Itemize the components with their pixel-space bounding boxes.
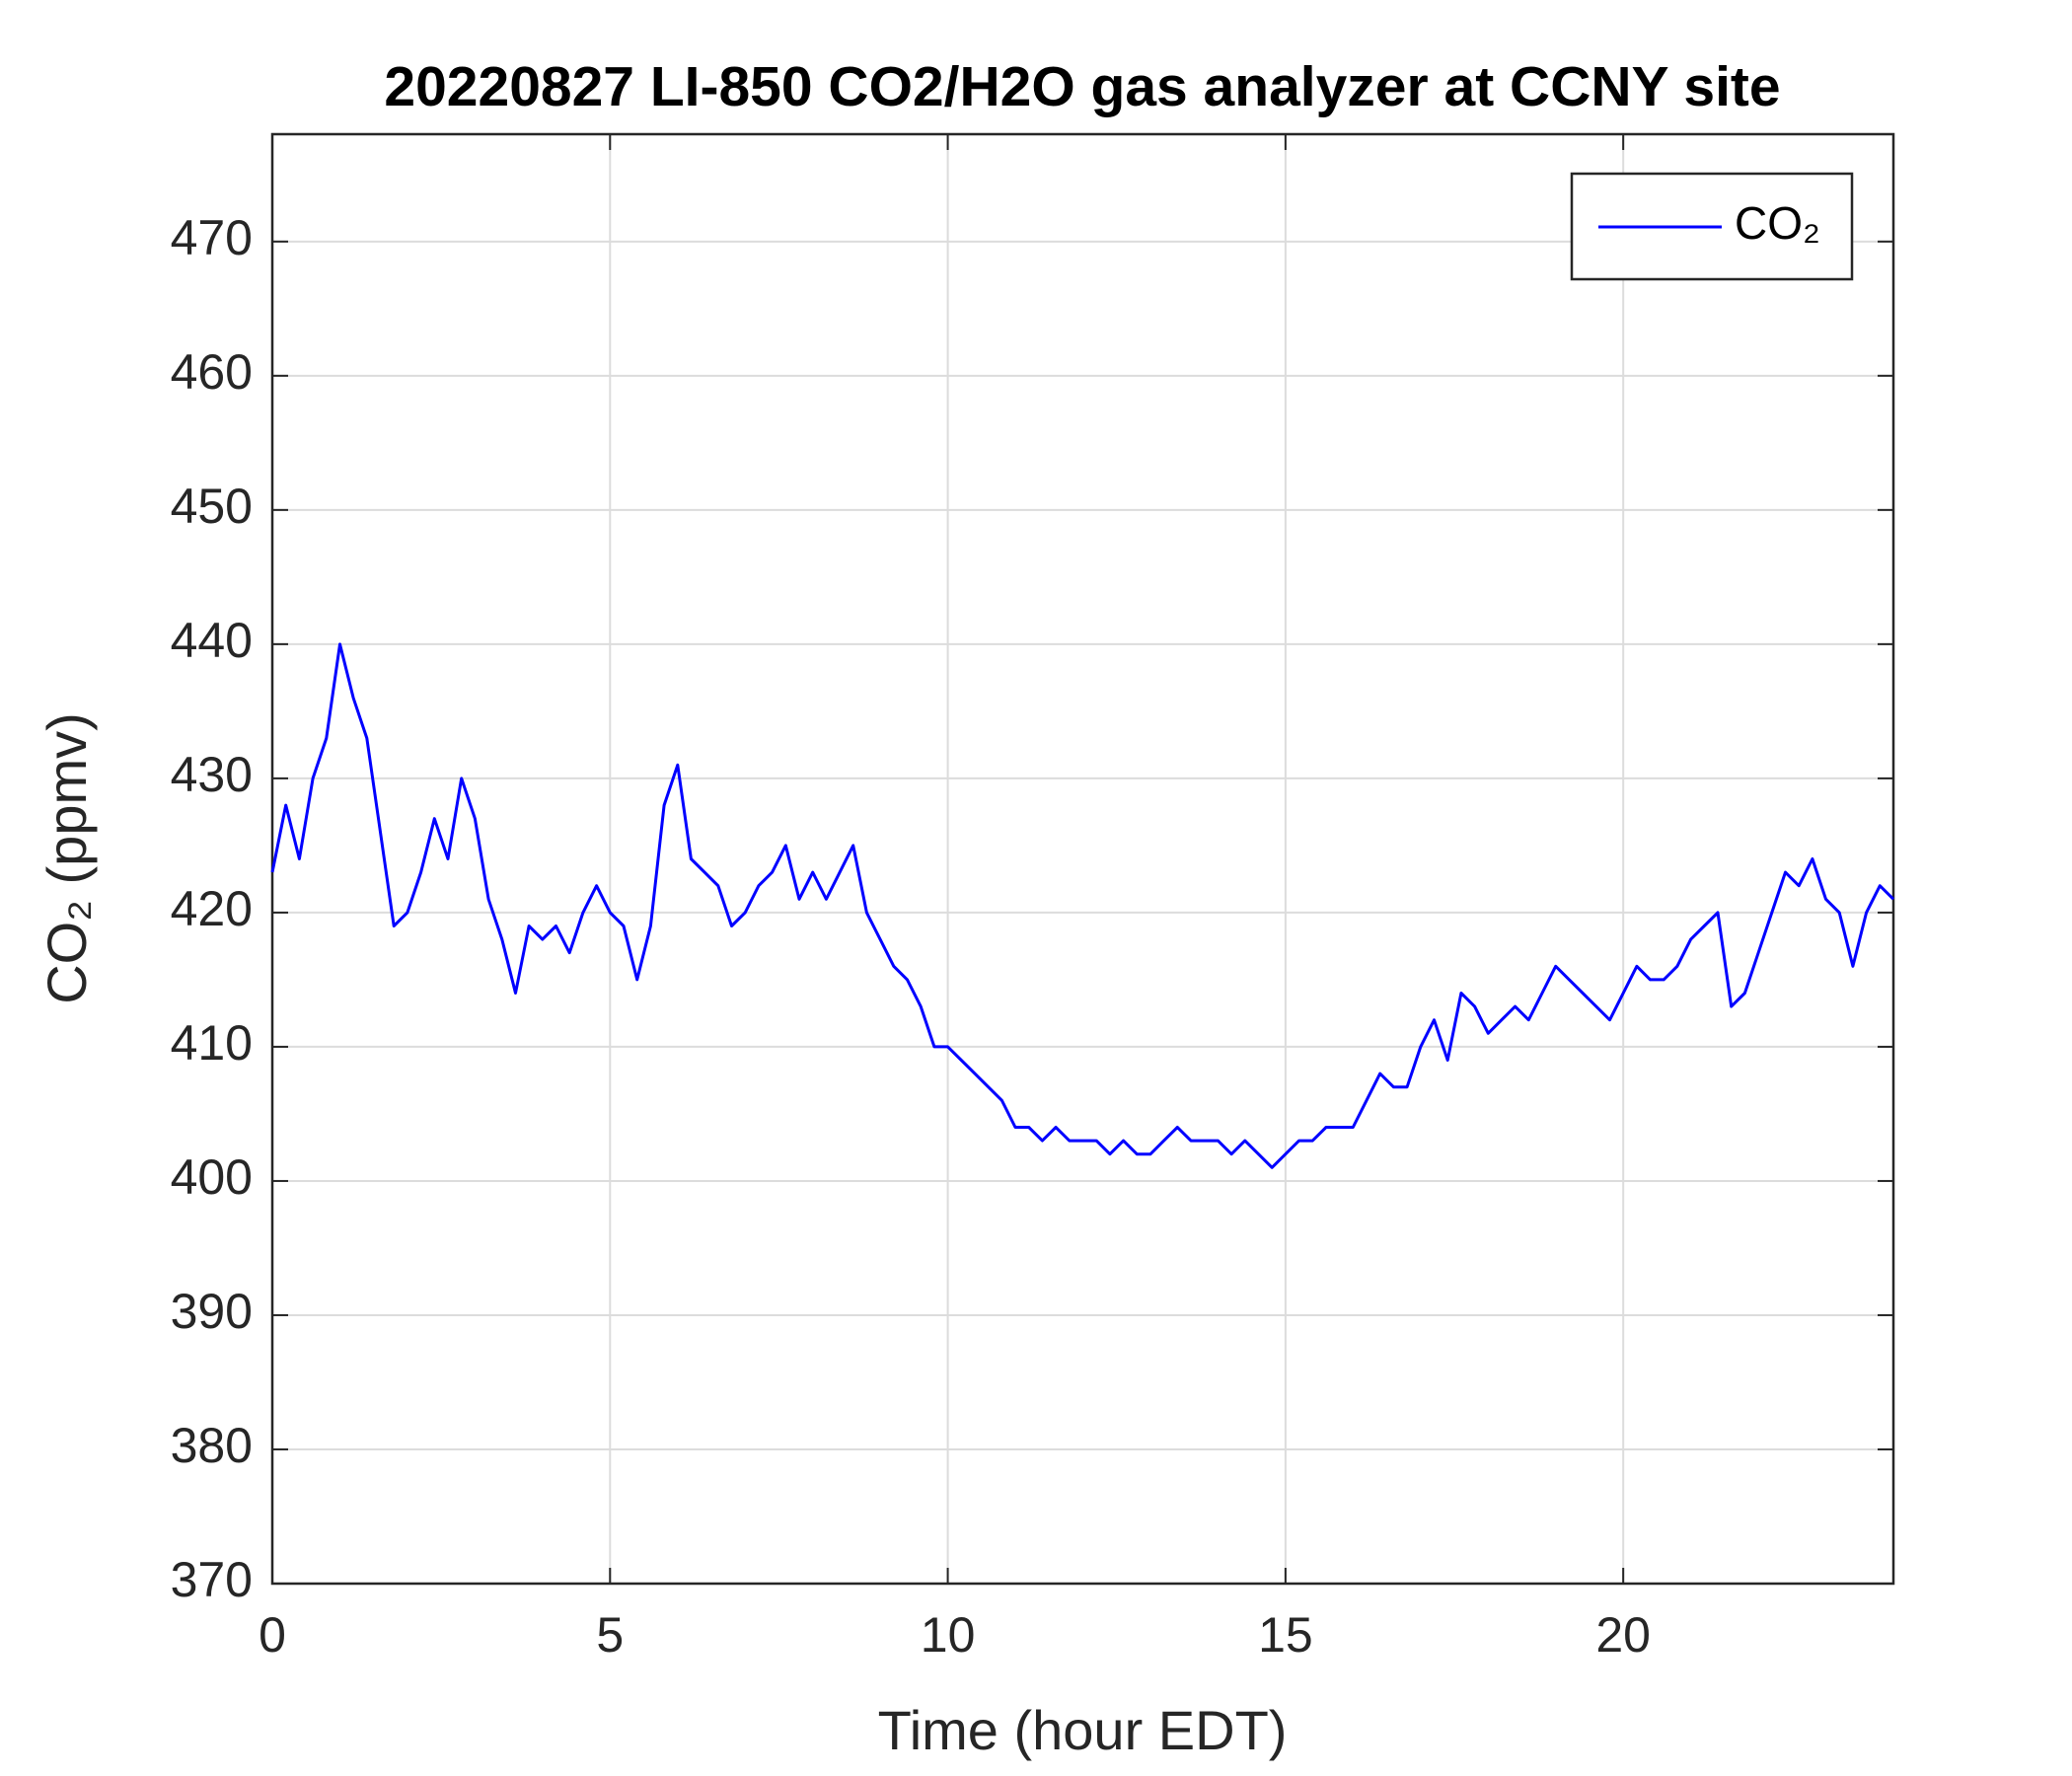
x-axis-label: Time (hour EDT) <box>878 1699 1288 1761</box>
plot-frame <box>270 132 1895 1586</box>
y-tick-label: 450 <box>171 479 253 534</box>
chart-title: 20220827 LI-850 CO2/H2O gas analyzer at … <box>384 55 1780 118</box>
y-tick-label: 380 <box>171 1418 253 1473</box>
y-tick-label: 460 <box>171 344 253 400</box>
y-tick-label: 470 <box>171 210 253 265</box>
y-tick-label: 430 <box>171 747 253 802</box>
y-tick-label: 410 <box>171 1015 253 1071</box>
x-tick-label: 15 <box>1258 1607 1313 1663</box>
y-tick-label: 370 <box>171 1552 253 1607</box>
x-tick-label: 5 <box>596 1607 624 1663</box>
x-tick-label: 20 <box>1595 1607 1651 1663</box>
data-line <box>270 642 1895 1169</box>
x-tick-label: 10 <box>921 1607 976 1663</box>
x-tick-label: 0 <box>259 1607 286 1663</box>
y-axis-label: CO₂ (ppmv) <box>36 712 98 1004</box>
legend-label: CO₂ <box>1735 197 1820 249</box>
y-tick-label: 400 <box>171 1149 253 1205</box>
y-tick-label: 420 <box>171 881 253 936</box>
y-tick-label: 440 <box>171 613 253 668</box>
y-tick-label: 390 <box>171 1284 253 1339</box>
